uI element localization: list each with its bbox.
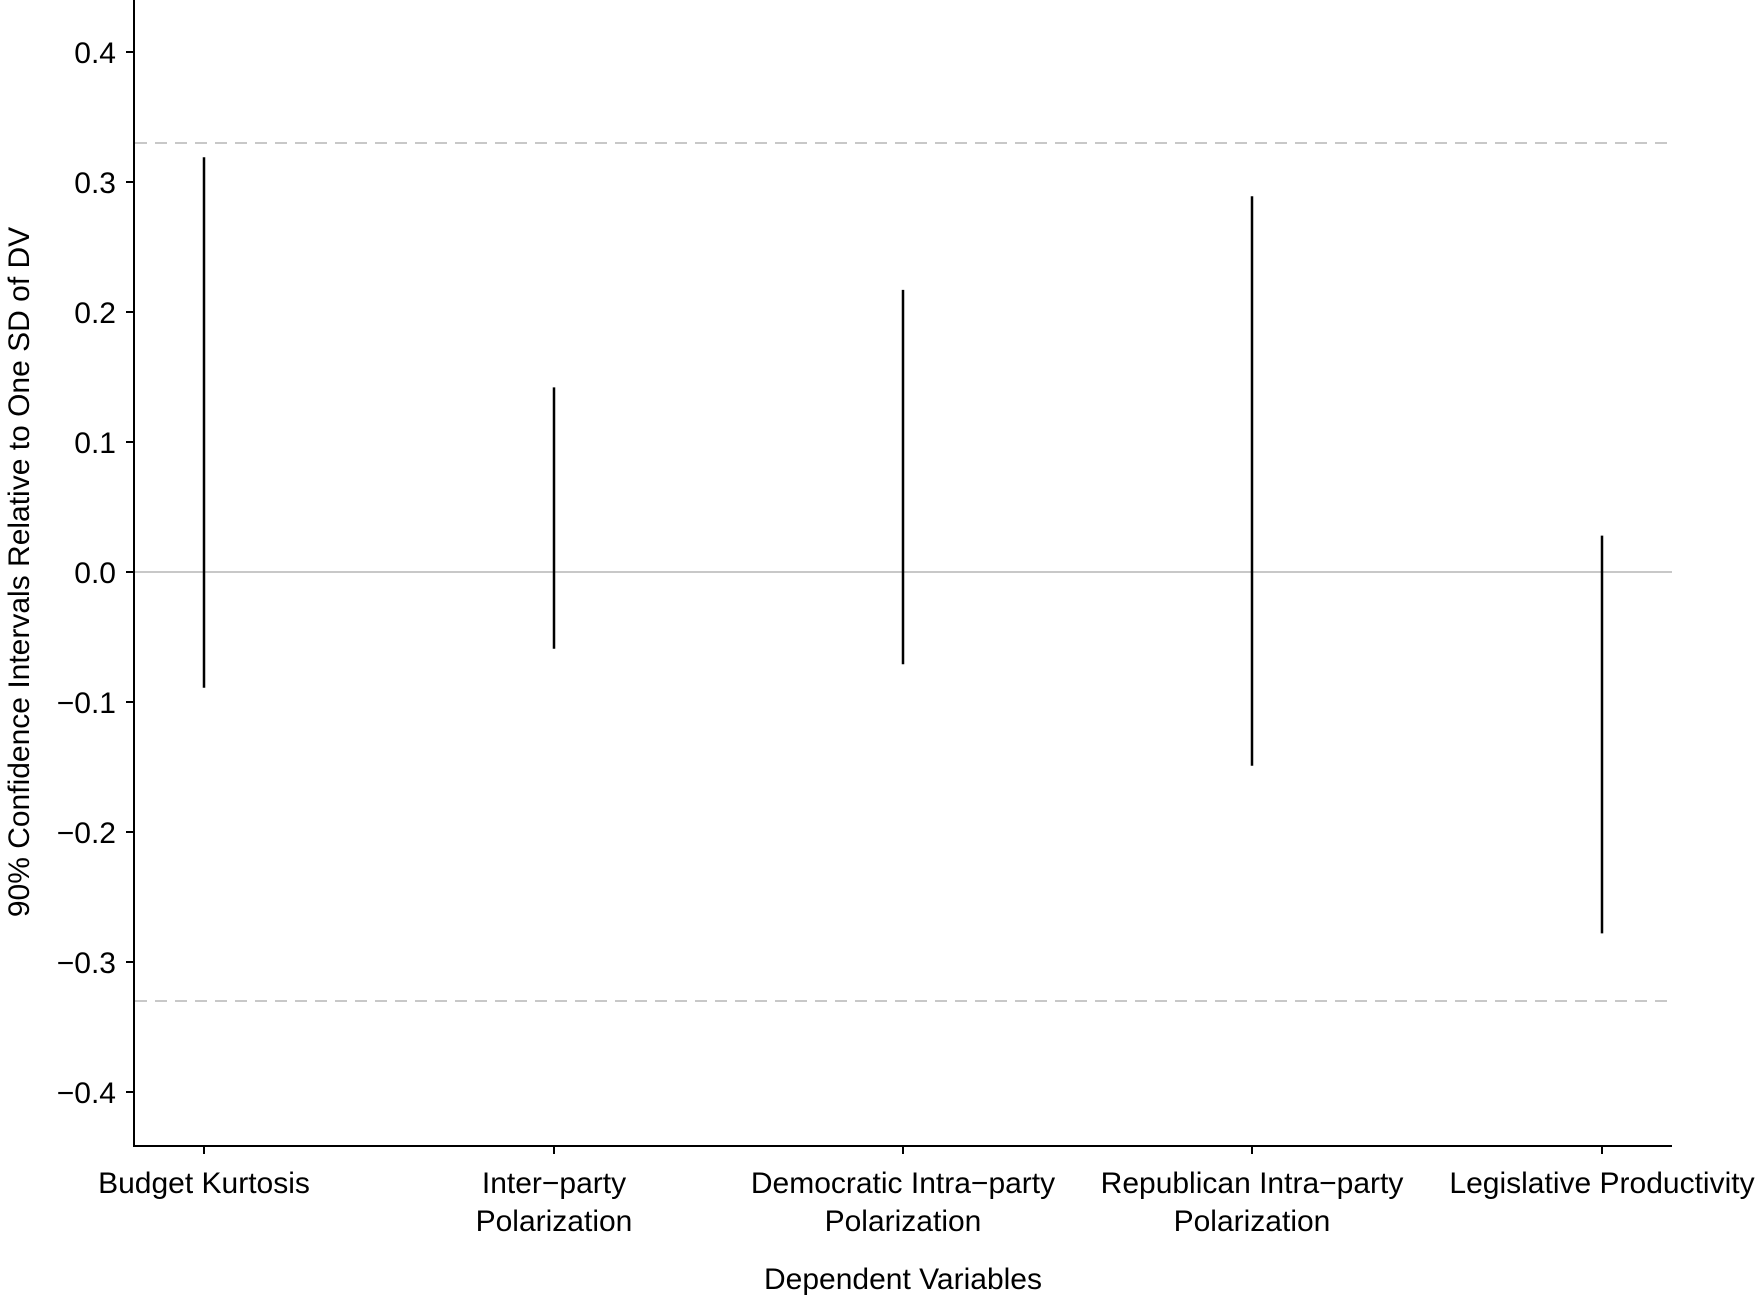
x-tick-label: Republican Intra−party xyxy=(1101,1167,1404,1200)
y-axis-title: 90% Confidence Intervals Relative to One… xyxy=(3,227,36,917)
y-tick-label: −0.1 xyxy=(57,687,116,720)
x-axis-ticks: Budget Kurtosis Inter−party Polarization De… xyxy=(98,1146,1755,1238)
y-tick-label: −0.2 xyxy=(57,817,116,850)
y-tick-label: 0.3 xyxy=(74,167,116,200)
x-tick-label: Polarization xyxy=(1174,1205,1331,1238)
y-tick-label: −0.4 xyxy=(57,1077,116,1110)
x-axis-title: Dependent Variables xyxy=(764,1263,1042,1296)
x-tick-label: Legislative Productivity xyxy=(1449,1167,1754,1200)
y-tick-label: −0.3 xyxy=(57,947,116,980)
x-tick-label: Polarization xyxy=(825,1205,982,1238)
y-tick-label: 0.1 xyxy=(74,427,116,460)
x-tick-label: Democratic Intra−party xyxy=(751,1167,1055,1200)
x-tick-label: Budget Kurtosis xyxy=(98,1167,310,1200)
y-tick-label: 0.2 xyxy=(74,297,116,330)
x-tick-label: Inter−party xyxy=(482,1167,626,1200)
y-tick-label: 0.4 xyxy=(74,37,116,70)
y-axis-ticks: 0.4 0.3 0.2 0.1 0.0 −0.1 −0.2 −0.3 −0.4 xyxy=(57,37,134,1110)
confidence-intervals xyxy=(202,157,1604,934)
x-tick-label: Polarization xyxy=(476,1205,633,1238)
y-tick-label: 0.0 xyxy=(74,557,116,590)
